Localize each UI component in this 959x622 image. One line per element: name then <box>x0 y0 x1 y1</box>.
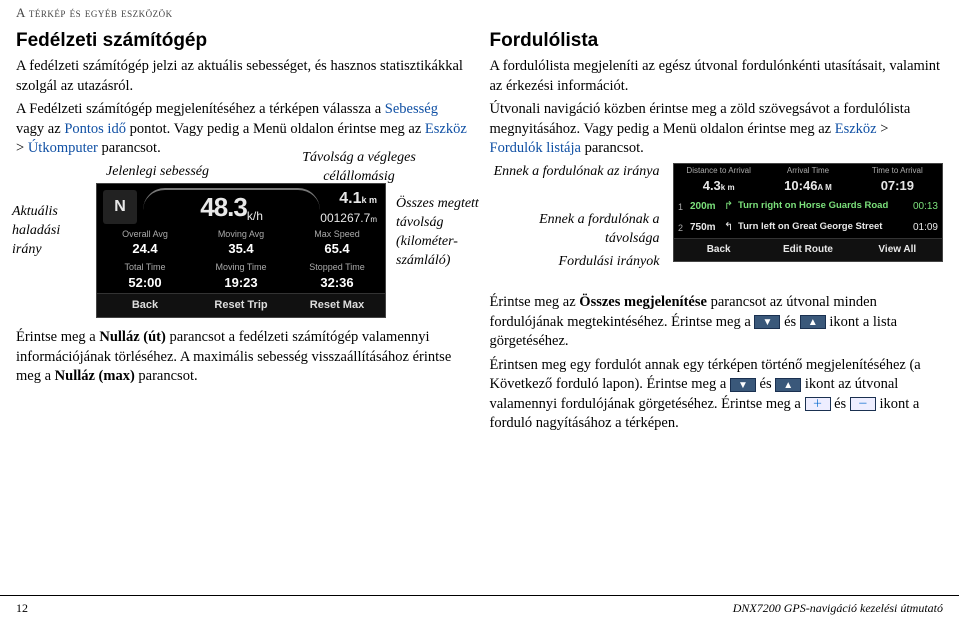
right-column: Fordulólista A fordulólista megjeleníti … <box>490 28 944 438</box>
turn-arrow-icon: ↱ <box>724 199 738 214</box>
label-dist-to-dest: Távolság a végleges célállomásig <box>274 149 444 187</box>
stat-cell: Moving Time19:23 <box>193 259 289 293</box>
zoom-in-icon: ＋ <box>805 397 831 411</box>
stat-cell: Total Time52:00 <box>97 259 193 293</box>
back-button[interactable]: Back <box>97 294 193 317</box>
hdr-cell: Distance to Arrival4.3k m <box>674 164 763 196</box>
back-button[interactable]: Back <box>674 239 763 261</box>
label-current-speed: Jelenlegi sebesség <box>106 163 209 182</box>
link-turnlist: Fordulók listája <box>490 140 581 156</box>
turn-row[interactable]: 2 750m ↰ Turn left on Great George Stree… <box>674 217 942 238</box>
link-tools: Eszköz <box>425 121 467 137</box>
stat-cell: Overall Avg24.4 <box>97 226 193 260</box>
link-tools2: Eszköz <box>835 121 877 137</box>
heading-trip-computer: Fedélzeti számítógép <box>16 28 470 54</box>
distance-block: 4.1k m 001267.7m <box>320 188 379 226</box>
link-time: Pontos idő <box>64 121 126 137</box>
turnlist-intro: A fordulólista megjeleníti az egész útvo… <box>490 57 944 96</box>
stat-cell: Moving Avg35.4 <box>193 226 289 260</box>
scroll-up-icon: ▲ <box>800 315 826 329</box>
heading-direction: N <box>103 190 137 224</box>
screenshot-turnlist: Distance to Arrival4.3k m Arrival Time10… <box>673 163 943 262</box>
page-section-header: A térkép és egyéb eszközök <box>16 0 943 28</box>
trip-reset-text: Érintse meg a Nulláz (út) parancsot a fe… <box>16 328 470 387</box>
turnlist-viewall-text: Érintse meg az Összes megjelenítése para… <box>490 293 944 352</box>
link-speed: Sebesség <box>385 101 438 117</box>
turn-arrow-icon: ↰ <box>724 220 738 235</box>
stat-cell: Stopped Time32:36 <box>289 259 385 293</box>
page-number: 12 <box>16 600 28 616</box>
book-title: DNX7200 GPS-navigáció kezelési útmutató <box>733 600 943 616</box>
left-column: Fedélzeti számítógép A fedélzeti számító… <box>16 28 470 438</box>
scroll-up-icon: ▲ <box>775 378 801 392</box>
view-all-button[interactable]: View All <box>853 239 942 261</box>
turn-row[interactable]: 1 200m ↱ Turn right on Horse Guards Road… <box>674 196 942 217</box>
screenshot-trip-computer: N 48.3k/h 4.1k m 001267.7m Overall Avg24… <box>96 183 386 318</box>
link-tripcomputer: Útkomputer <box>28 140 98 156</box>
hdr-cell: Time to Arrival07:19 <box>853 164 942 196</box>
stat-cell: Max Speed65.4 <box>289 226 385 260</box>
label-odometer: Összes megtett távolság (kilométer-száml… <box>396 195 486 271</box>
edit-route-button[interactable]: Edit Route <box>763 239 852 261</box>
scroll-down-icon: ▼ <box>730 378 756 392</box>
reset-max-button[interactable]: Reset Max <box>289 294 385 317</box>
zoom-out-icon: － <box>850 397 876 411</box>
turnlist-how-to: Útvonali navigáció közben érintse meg a … <box>490 100 944 159</box>
label-turn-direction: Ennek a fordulónak az iránya <box>490 163 660 182</box>
label-turn-distance: Ennek a fordulónak a távolsága <box>490 211 660 249</box>
trip-intro: A fedélzeti számítógép jelzi az aktuális… <box>16 57 470 96</box>
turnlist-map-text: Érintsen meg egy fordulót annak egy térk… <box>490 356 944 434</box>
reset-trip-button[interactable]: Reset Trip <box>193 294 289 317</box>
label-turn-arrows: Fordulási irányok <box>490 253 660 272</box>
scroll-down-icon: ▼ <box>754 315 780 329</box>
heading-turnlist: Fordulólista <box>490 28 944 54</box>
label-heading: Aktuális haladási irány <box>12 203 82 260</box>
page-footer: 12 DNX7200 GPS-navigáció kezelési útmuta… <box>0 595 959 616</box>
trip-computer-figure: Jelenlegi sebesség Távolság a végleges c… <box>16 165 470 318</box>
hdr-cell: Arrival Time10:46A M <box>763 164 852 196</box>
